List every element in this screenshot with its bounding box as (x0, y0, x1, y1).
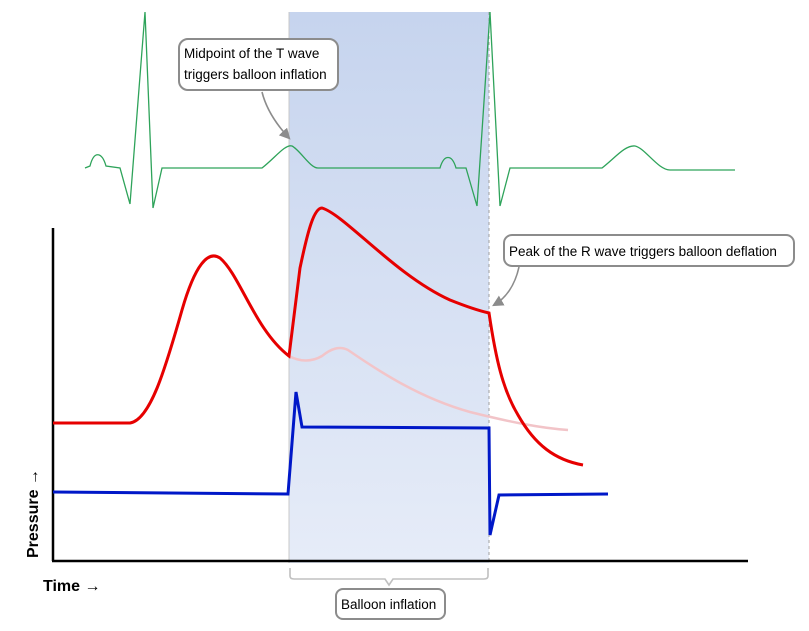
balloon-pressure-curve (52, 391, 609, 536)
unassisted-pressure-curve (288, 346, 569, 432)
r-wave-callout-text: Peak of the R wave triggers balloon defl… (509, 244, 777, 259)
t-wave-callout-box (178, 38, 339, 91)
r-wave-callout-arrow (492, 266, 520, 307)
ecg-trace (84, 11, 735, 209)
t-wave-callout-line1: Midpoint of the T wave (184, 46, 319, 61)
r-wave-callout-box (503, 234, 795, 267)
t-wave-callout-arrow (261, 91, 291, 140)
inflation-band (289, 12, 489, 563)
x-axis-label: Time → (43, 578, 101, 595)
balloon-inflation-label-box (335, 588, 446, 620)
augmented-pressure-curve (53, 206, 584, 467)
inflation-bracket (289, 568, 489, 587)
t-wave-callout-line2: triggers balloon inflation (184, 67, 327, 82)
balloon-inflation-label: Balloon inflation (341, 597, 436, 612)
y-axis-label: Pressure → (25, 469, 42, 558)
